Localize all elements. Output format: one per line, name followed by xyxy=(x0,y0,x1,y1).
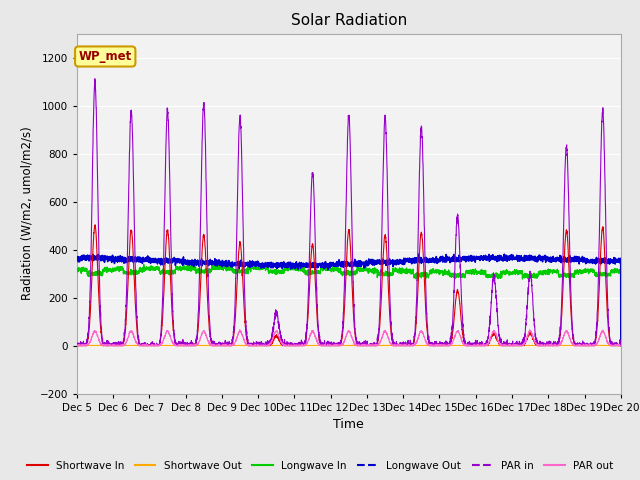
Title: Solar Radiation: Solar Radiation xyxy=(291,13,407,28)
Legend: Shortwave In, Shortwave Out, Longwave In, Longwave Out, PAR in, PAR out: Shortwave In, Shortwave Out, Longwave In… xyxy=(22,456,618,475)
Y-axis label: Radiation (W/m2, umol/m2/s): Radiation (W/m2, umol/m2/s) xyxy=(21,127,34,300)
Text: WP_met: WP_met xyxy=(79,50,132,63)
X-axis label: Time: Time xyxy=(333,418,364,431)
